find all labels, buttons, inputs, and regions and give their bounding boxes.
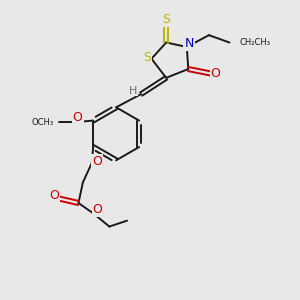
Text: O: O: [73, 111, 82, 124]
Text: O: O: [49, 188, 59, 202]
Text: O: O: [211, 67, 220, 80]
Text: O: O: [92, 155, 102, 168]
Text: S: S: [143, 51, 151, 64]
Text: H: H: [129, 85, 137, 95]
Text: S: S: [162, 14, 170, 26]
Text: O: O: [93, 203, 103, 216]
Text: OCH₃: OCH₃: [32, 118, 54, 127]
Text: N: N: [184, 37, 194, 50]
Text: CH₂CH₃: CH₂CH₃: [240, 38, 271, 47]
